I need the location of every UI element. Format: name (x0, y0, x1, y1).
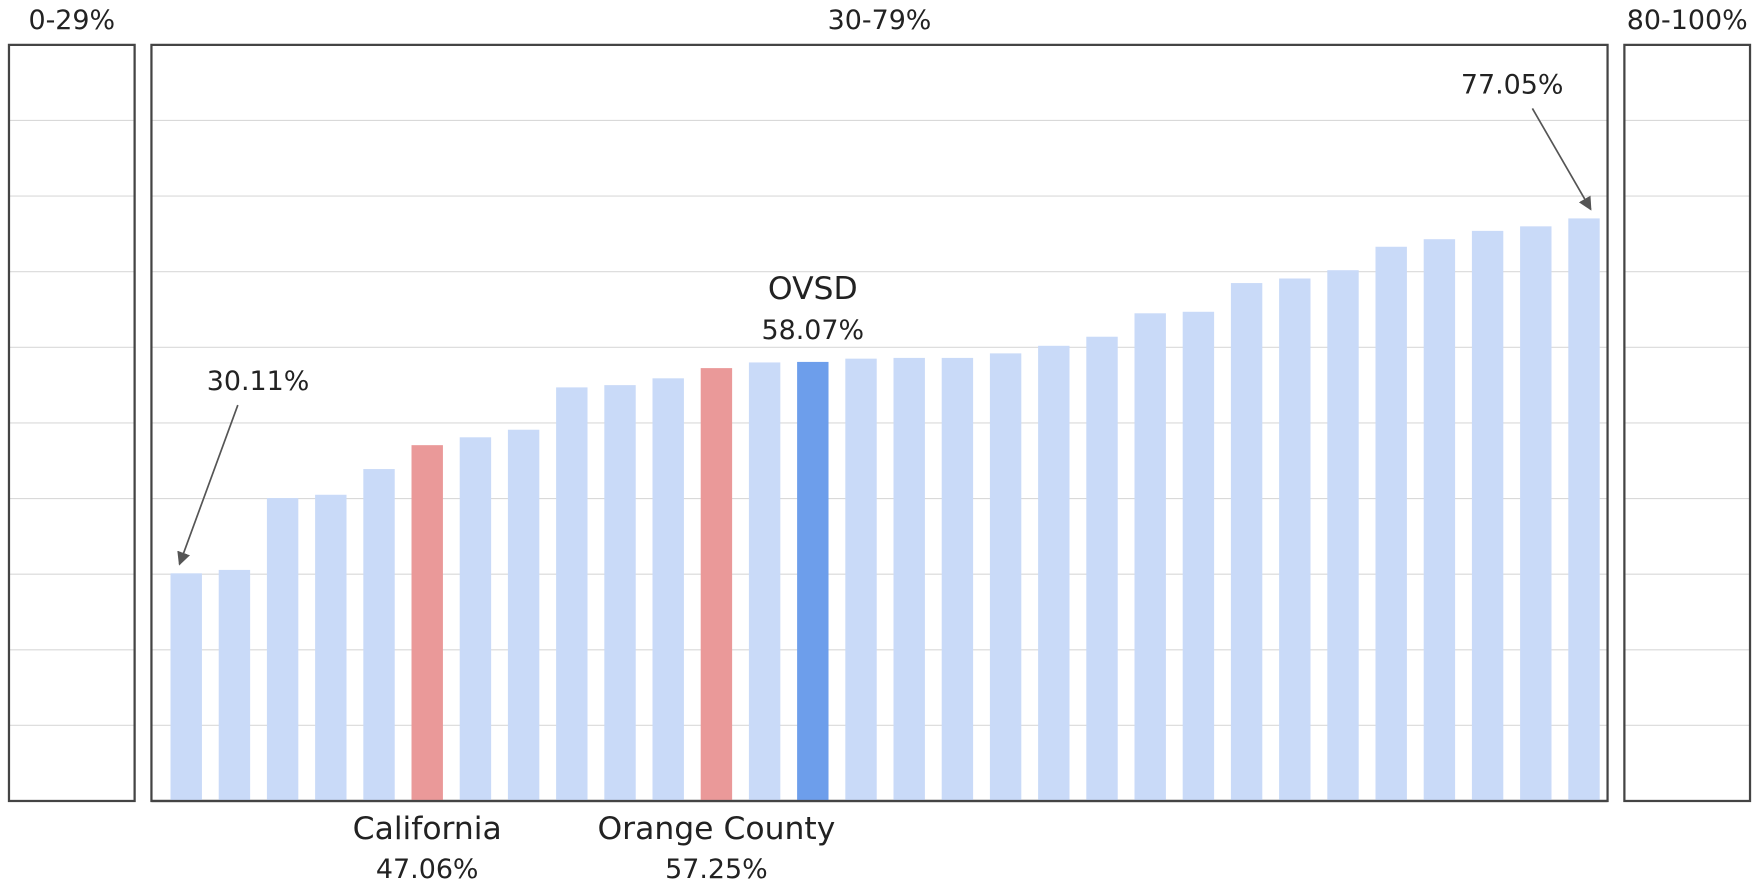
bar (748, 362, 781, 801)
bar (1038, 345, 1070, 801)
bar (218, 569, 251, 801)
annotation-label: 30.11% (207, 366, 310, 397)
category-label: OVSD (768, 271, 858, 307)
bar (507, 429, 540, 801)
bar (1230, 283, 1263, 801)
value-label: 58.07% (762, 315, 865, 346)
bar (1423, 239, 1456, 801)
bar (989, 353, 1022, 801)
bar (893, 357, 925, 801)
bar (797, 361, 829, 801)
annotation-label: 77.05% (1461, 70, 1564, 101)
category-label: California (353, 811, 502, 847)
bar (1520, 226, 1552, 801)
bar (1471, 230, 1504, 801)
bar (652, 378, 684, 801)
annotation-arrow (1531, 108, 1592, 211)
panel-frame (1623, 43, 1752, 803)
bar (1086, 336, 1118, 801)
bar (604, 385, 636, 801)
value-label: 57.25% (665, 854, 768, 884)
bar (845, 358, 877, 801)
panel-label: 0-29% (28, 5, 115, 36)
value-label: 47.06% (376, 854, 479, 884)
bar (1327, 270, 1359, 801)
annotation-arrow (177, 404, 239, 566)
bar (556, 387, 588, 801)
bar (1568, 218, 1600, 801)
bar (266, 498, 299, 801)
panel-label: 80-100% (1627, 5, 1748, 36)
bar (315, 494, 347, 801)
bar (1375, 246, 1407, 801)
bar (459, 437, 492, 801)
bar (363, 469, 395, 801)
category-label: Orange County (597, 811, 835, 847)
bar (411, 445, 443, 801)
bar (700, 368, 733, 801)
bar (1134, 313, 1166, 801)
bar (1279, 278, 1311, 801)
bar (170, 573, 202, 801)
panel-frame (7, 43, 136, 803)
bar (1182, 311, 1215, 801)
panel-label: 30-79% (828, 5, 932, 36)
bar (941, 357, 974, 801)
